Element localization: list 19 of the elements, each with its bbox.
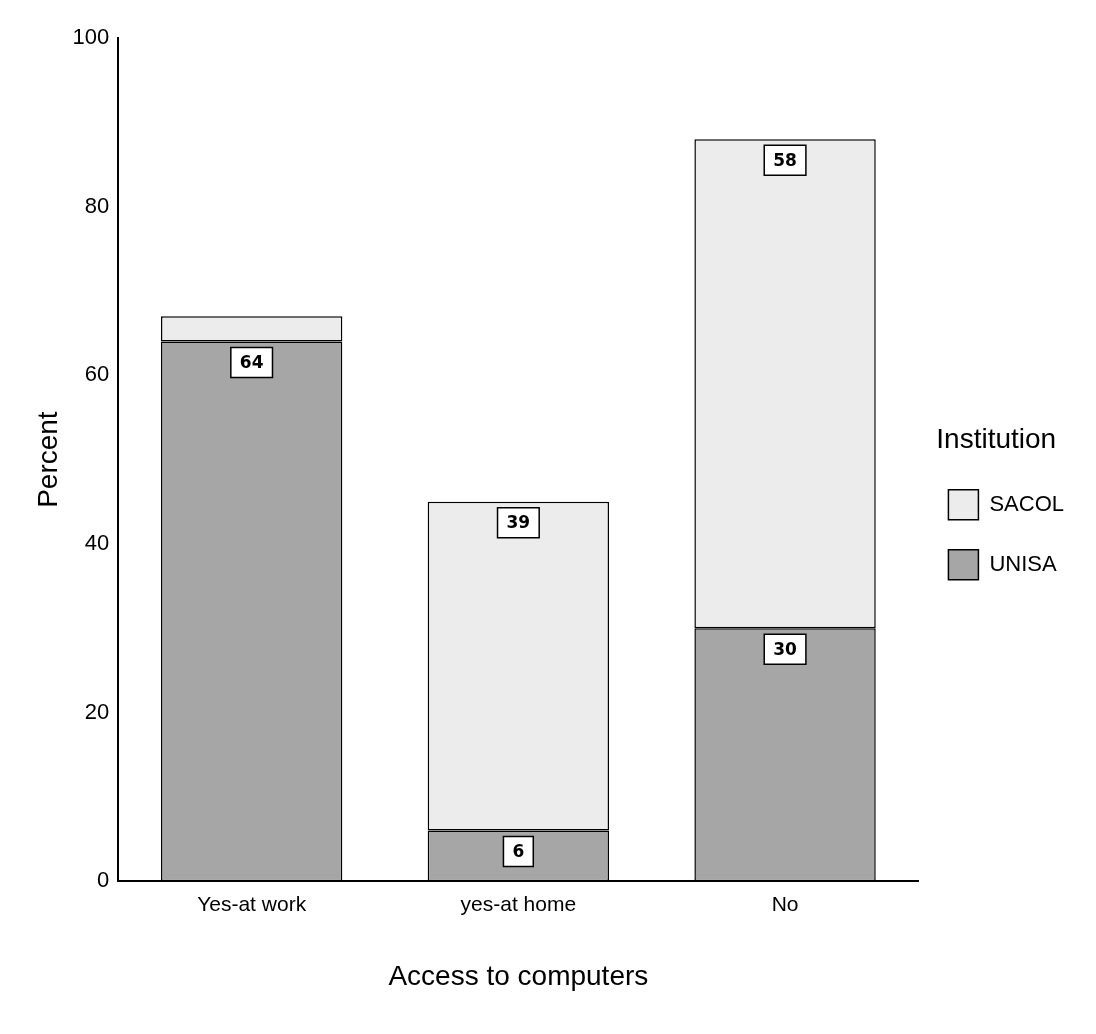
y-tick-label: 40 [84, 529, 110, 555]
y-tick-label: 20 [84, 698, 110, 724]
x-axis-title: Access to computers [388, 959, 649, 991]
y-tick-label: 80 [84, 192, 110, 218]
data-label: 39 [506, 512, 531, 533]
x-tick-label: No [771, 891, 799, 915]
x-tick-label: Yes-at work [197, 891, 307, 915]
y-tick-label: 100 [72, 24, 110, 50]
data-label: 6 [512, 841, 525, 862]
legend-label: SACOL [989, 490, 1065, 516]
data-label: 64 [239, 351, 264, 372]
y-tick-label: 0 [97, 867, 110, 893]
y-tick-label: 60 [84, 361, 110, 387]
data-label: 30 [773, 638, 798, 659]
y-axis-title: Percent [31, 411, 63, 508]
data-label: 58 [773, 149, 797, 170]
legend-label: UNISA [989, 550, 1057, 576]
legend-title: Institution [936, 422, 1057, 454]
x-tick-label: yes-at home [460, 891, 577, 915]
